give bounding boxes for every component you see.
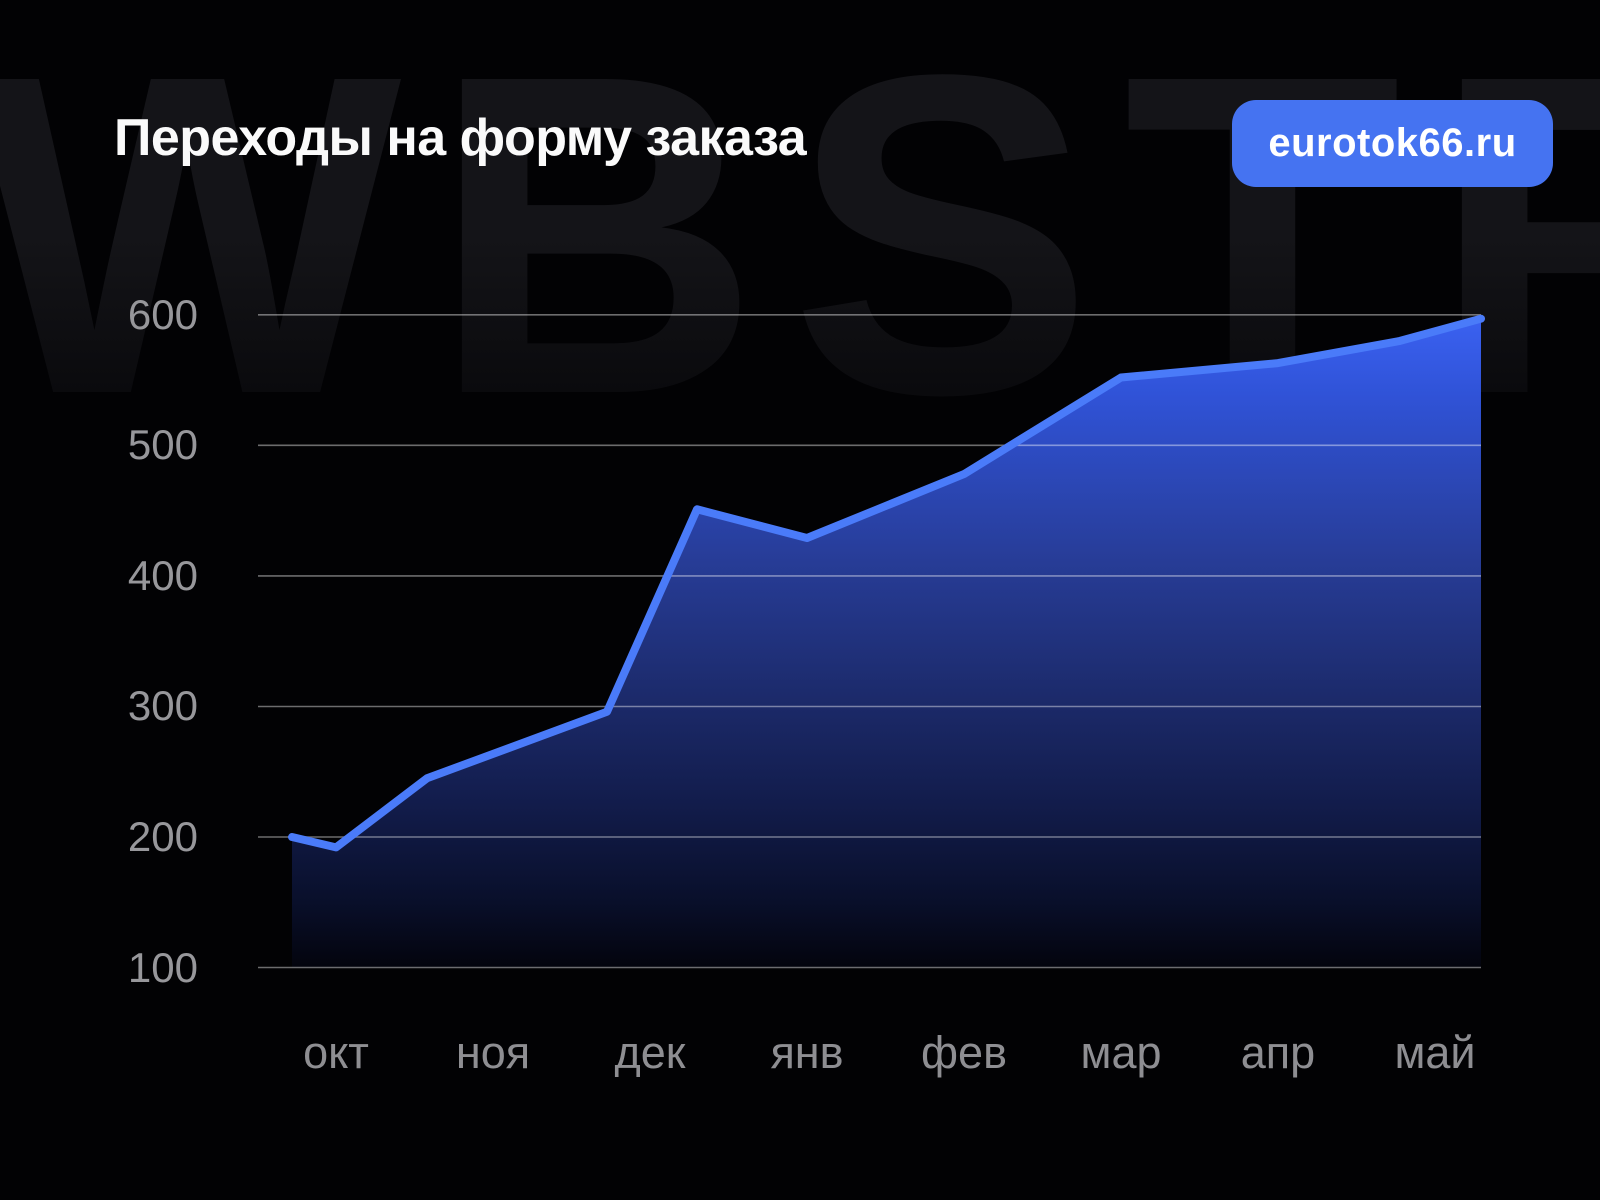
month-label-апр: апр: [1240, 1027, 1316, 1078]
site-badge[interactable]: eurotok66.ru: [1232, 100, 1553, 187]
y-tick-label-100: 100: [127, 944, 198, 991]
month-label-май: май: [1394, 1027, 1476, 1078]
month-label-мар: мар: [1080, 1027, 1162, 1078]
y-tick-label-500: 500: [127, 421, 198, 468]
y-tick-label-200: 200: [127, 813, 198, 860]
month-label-окт: окт: [303, 1027, 369, 1078]
trend-line: [288, 314, 1485, 852]
y-tick-label-600: 600: [127, 291, 198, 338]
month-label-ноя: ноя: [455, 1027, 531, 1078]
month-label-дек: дек: [614, 1027, 686, 1078]
site-badge-label: eurotok66.ru: [1268, 121, 1517, 165]
gridlines-group: [258, 313, 1481, 969]
month-label-янв: янв: [770, 1027, 844, 1078]
page-title: Переходы на форму заказа: [114, 109, 807, 167]
y-tick-label-400: 400: [127, 552, 198, 599]
area-fill: [292, 318, 1481, 968]
y-tick-label-300: 300: [127, 682, 198, 729]
month-label-фев: фев: [921, 1027, 1007, 1078]
